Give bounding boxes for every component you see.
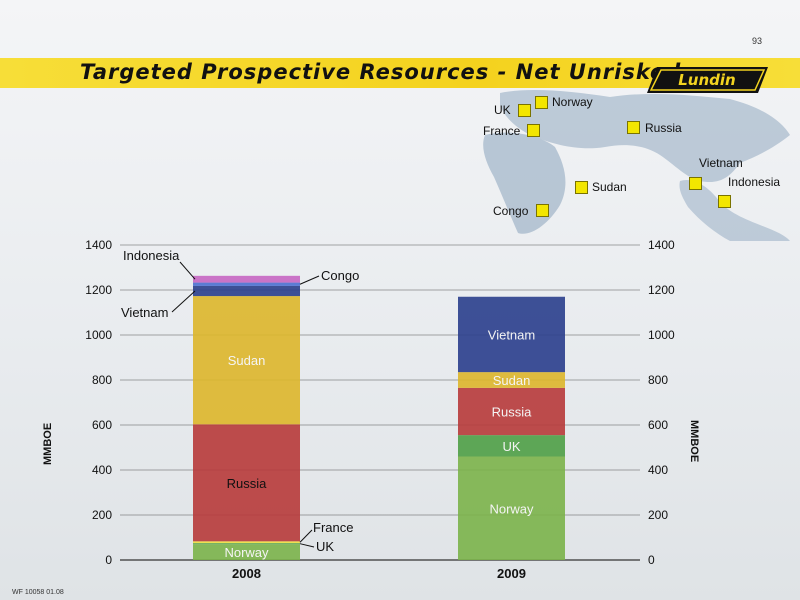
page-number: 93 [751, 36, 762, 46]
map-label-russia: Russia [645, 121, 682, 135]
bar-label-2009-sudan: Sudan [493, 373, 531, 388]
callout-line-2008-uk [299, 543, 315, 548]
bar-segment-2008-congo [193, 282, 300, 286]
y-tick-label-right-1000: 1000 [648, 328, 675, 342]
bar-segment-2008-indonesia [193, 275, 300, 283]
callout-label-2008-indonesia: Indonesia [123, 248, 180, 263]
y-tick-label-right-800: 800 [648, 373, 668, 387]
bar-segment-2008-sudan [193, 296, 300, 425]
map-marker-sudan [575, 181, 588, 194]
callout-line-2008-vietnam [171, 290, 196, 313]
map-label-indonesia: Indonesia [728, 175, 781, 189]
callout-label-2008-congo: Congo [321, 268, 359, 283]
callout-label-2008-france: France [313, 520, 353, 535]
callout-label-2008-vietnam: Vietnam [121, 305, 168, 320]
map-label-france: France [483, 124, 521, 138]
map-marker-uk [518, 104, 531, 117]
map-label-uk: UK [494, 103, 511, 117]
callout-line-2008-indonesia [179, 261, 196, 280]
bar-segment-2009-sudan [458, 372, 565, 388]
map-marker-russia [627, 121, 640, 134]
bar-label-2009-norway: Norway [489, 501, 534, 516]
y-tick-label-right-200: 200 [648, 508, 668, 522]
bar-segment-2008-france [193, 541, 300, 544]
bar-segment-2008-uk [193, 543, 300, 545]
map-marker-vietnam [689, 177, 702, 190]
bar-label-2009-vietnam: Vietnam [488, 327, 535, 342]
y-tick-label-left-600: 600 [92, 418, 112, 432]
category-label-2008: 2008 [232, 566, 261, 581]
y-tick-label-left-1400: 1400 [85, 238, 112, 252]
y-tick-label-left-1000: 1000 [85, 328, 112, 342]
map-label-congo: Congo [493, 204, 529, 218]
y-tick-label-left-0: 0 [105, 553, 112, 567]
map-marker-indonesia [718, 195, 731, 208]
y-tick-label-left-1200: 1200 [85, 283, 112, 297]
footer-code: WF 10058 01.08 [12, 589, 64, 596]
map-label-norway: Norway [552, 95, 593, 109]
bar-segment-2009-uk [458, 435, 565, 457]
y-tick-label-left-800: 800 [92, 373, 112, 387]
bar-segment-2008-russia [193, 424, 300, 542]
lundin-logo: Lundin [647, 67, 768, 93]
callout-line-2008-france [299, 529, 313, 543]
map-label-vietnam: Vietnam [699, 156, 743, 170]
bar-label-2009-russia: Russia [492, 405, 533, 420]
y-tick-label-left-200: 200 [92, 508, 112, 522]
map-marker-france [527, 124, 540, 137]
y-tick-label-right-1400: 1400 [648, 238, 675, 252]
y-axis-title-right: MMBOE [688, 420, 700, 463]
y-axis-title-left: MMBOE [42, 422, 54, 465]
category-label-2009: 2009 [497, 566, 526, 581]
map-marker-congo [536, 204, 549, 217]
bar-segment-2009-vietnam [458, 296, 565, 373]
bar-segment-2009-russia [458, 387, 565, 436]
bar-segment-2008-vietnam [193, 285, 300, 297]
y-tick-label-left-400: 400 [92, 463, 112, 477]
y-tick-label-right-600: 600 [648, 418, 668, 432]
bar-segment-2008-norway [193, 544, 300, 560]
y-tick-label-right-1200: 1200 [648, 283, 675, 297]
map-label-sudan: Sudan [592, 180, 627, 194]
map-marker-norway [535, 96, 548, 109]
bar-segment-2009-norway [458, 456, 565, 560]
bar-label-2009-uk: UK [502, 439, 520, 454]
bar-label-2008-russia: Russia [227, 476, 268, 491]
bar-label-2008-sudan: Sudan [228, 353, 266, 368]
callout-label-2008-uk: UK [316, 539, 334, 554]
page-title: Targeted Prospective Resources - Net Unr… [80, 60, 682, 84]
y-tick-label-right-0: 0 [648, 553, 655, 567]
callout-line-2008-congo [299, 275, 320, 285]
bar-label-2008-norway: Norway [224, 545, 269, 560]
logo-wordmark: Lundin [678, 71, 735, 89]
y-tick-label-right-400: 400 [648, 463, 668, 477]
